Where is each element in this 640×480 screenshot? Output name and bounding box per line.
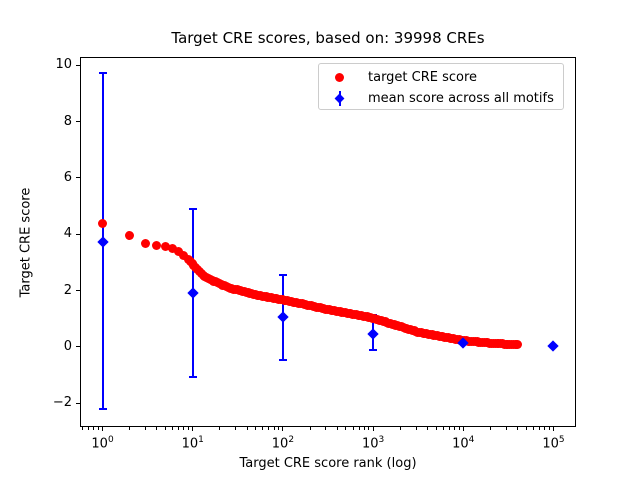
x-minor-tick-mark [505, 427, 507, 430]
x-minor-tick-mark [255, 427, 257, 430]
x-minor-tick-mark [548, 427, 550, 430]
y-tick-label: 6 [63, 169, 72, 185]
legend-entry-target: target CRE score [319, 67, 563, 88]
plot-area [80, 57, 576, 427]
x-tick-label: 101 [181, 435, 204, 452]
target-score-dot [168, 243, 178, 253]
target-score-dot [161, 242, 171, 252]
y-tick-mark [76, 233, 80, 235]
x-minor-tick-mark [489, 427, 491, 430]
errorbar-cap-bottom [278, 358, 287, 361]
errorbar-cap-bottom [369, 349, 378, 352]
x-tick-mark [282, 427, 284, 431]
target-score-dot [179, 250, 189, 260]
x-minor-tick-mark [278, 427, 280, 430]
x-minor-tick-mark [88, 427, 90, 430]
x-minor-tick-mark [368, 427, 370, 430]
x-minor-tick-mark [183, 427, 185, 430]
x-tick-mark [102, 427, 104, 431]
target-score-dot [141, 238, 151, 248]
x-minor-tick-mark [435, 427, 437, 430]
x-tick-label: 103 [361, 435, 385, 452]
x-tick-mark [192, 427, 194, 431]
x-minor-tick-mark [399, 427, 401, 430]
x-minor-tick-mark [188, 427, 190, 430]
errorbar-cap-top [98, 71, 107, 74]
x-tick-label: 100 [91, 435, 114, 452]
x-minor-tick-mark [93, 427, 95, 430]
x-minor-tick-mark [458, 427, 460, 430]
x-minor-tick-mark [246, 427, 248, 430]
x-minor-tick-mark [268, 427, 270, 430]
y-tick-label: 2 [63, 282, 72, 298]
target-score-dot [513, 340, 523, 350]
y-tick-label: 4 [63, 226, 72, 242]
x-minor-tick-mark [309, 427, 311, 430]
blue-diamond-icon [334, 93, 345, 104]
x-tick-label: 104 [452, 435, 475, 452]
x-minor-tick-mark [358, 427, 360, 430]
x-minor-tick-mark [172, 427, 174, 430]
target-score-dot [174, 247, 184, 257]
x-minor-tick-mark [97, 427, 99, 430]
legend-label: mean score across all motifs [368, 91, 554, 106]
y-tick-mark [76, 290, 80, 292]
x-minor-tick-mark [532, 427, 534, 430]
chart-title: Target CRE scores, based on: 39998 CREs [171, 29, 485, 47]
y-tick-label: 0 [63, 338, 72, 354]
y-tick-mark [76, 177, 80, 179]
red-circle-icon [335, 73, 344, 82]
x-tick-mark [462, 427, 464, 431]
x-minor-tick-mark [538, 427, 540, 430]
errorbar-cap-bottom [98, 407, 107, 410]
x-tick-mark [372, 427, 374, 431]
x-minor-tick-mark [219, 427, 221, 430]
y-tick-label: 8 [63, 113, 72, 129]
x-minor-tick-mark [165, 427, 167, 430]
x-minor-tick-mark [336, 427, 338, 430]
errorbar-cap-top [188, 208, 197, 211]
x-minor-tick-mark [517, 427, 519, 430]
target-score-dot [125, 231, 135, 241]
x-minor-tick-mark [156, 427, 158, 430]
x-minor-tick-mark [325, 427, 327, 430]
x-minor-tick-mark [178, 427, 180, 430]
x-minor-tick-mark [273, 427, 275, 430]
x-minor-tick-mark [442, 427, 444, 430]
x-minor-tick-mark [363, 427, 365, 430]
x-minor-tick-mark [345, 427, 347, 430]
x-minor-tick-mark [454, 427, 456, 430]
y-tick-mark [76, 346, 80, 348]
x-minor-tick-mark [145, 427, 147, 430]
legend-label: target CRE score [368, 70, 478, 85]
x-minor-tick-mark [448, 427, 450, 430]
x-minor-tick-mark [262, 427, 264, 430]
errorbar-cap-top [278, 274, 287, 277]
x-tick-label: 105 [542, 435, 565, 452]
legend-entry-mean: mean score across all motifs [319, 88, 563, 109]
target-score-dot [152, 241, 162, 251]
x-tick-mark [552, 427, 554, 431]
target-score-dot [98, 218, 108, 228]
y-tick-label: 10 [55, 57, 72, 73]
x-minor-tick-mark [352, 427, 354, 430]
y-tick-label: −2 [52, 395, 72, 411]
x-minor-tick-mark [129, 427, 131, 430]
x-tick-label: 102 [271, 435, 295, 452]
x-minor-tick-mark [415, 427, 417, 430]
x-minor-tick-mark [82, 427, 84, 430]
y-tick-mark [76, 402, 80, 404]
errorbar-cap-bottom [188, 376, 197, 379]
x-minor-tick-mark [544, 427, 546, 430]
y-tick-mark [76, 64, 80, 66]
x-axis-label: Target CRE score rank (log) [239, 456, 417, 471]
legend: target CRE score mean score across all m… [318, 63, 564, 110]
x-minor-tick-mark [426, 427, 428, 430]
y-tick-mark [76, 121, 80, 123]
legend-marker-cell [319, 88, 368, 109]
legend-marker-cell [319, 67, 368, 88]
x-minor-tick-mark [235, 427, 237, 430]
x-minor-tick-mark [525, 427, 527, 430]
